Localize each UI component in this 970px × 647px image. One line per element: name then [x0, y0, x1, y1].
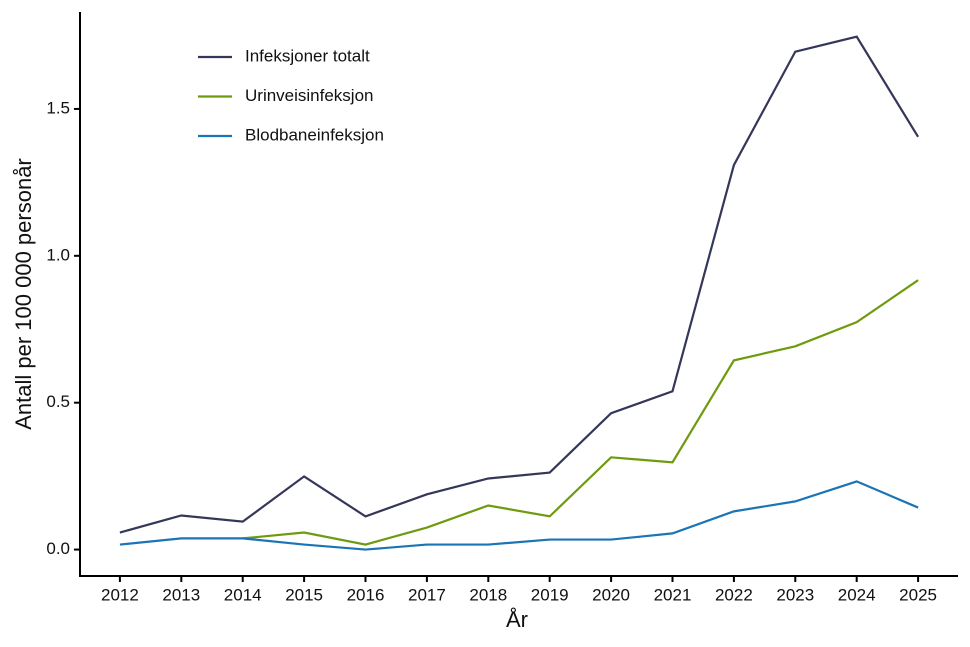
x-tick-label: 2016	[347, 585, 385, 604]
y-tick-label: 1.5	[46, 98, 70, 117]
x-tick-label: 2015	[285, 585, 323, 604]
data-line	[242, 279, 919, 546]
x-tick-label: 2019	[531, 585, 569, 604]
x-tick-label: 2018	[469, 585, 507, 604]
x-tick-label: 2012	[101, 585, 139, 604]
legend-label: Blodbaneinfeksjon	[245, 125, 384, 144]
y-tick-label: 1.0	[46, 245, 70, 264]
x-tick-label: 2024	[838, 585, 876, 604]
x-tick-label: 2021	[654, 585, 692, 604]
x-tick-label: 2017	[408, 585, 446, 604]
x-tick-label: 2023	[776, 585, 814, 604]
legend-label: Urinveisinfeksjon	[245, 86, 374, 105]
x-tick-label: 2014	[224, 585, 262, 604]
y-tick-label: 0.5	[46, 392, 70, 411]
data-line	[119, 480, 919, 551]
x-tick-label: 2020	[592, 585, 630, 604]
data-line	[119, 35, 920, 534]
x-tick-label: 2013	[162, 585, 200, 604]
y-axis-title: Antall per 100 000 personår	[11, 158, 36, 430]
x-axis-title: År	[506, 607, 528, 632]
x-tick-label: 2022	[715, 585, 753, 604]
legend-label: Infeksjoner totalt	[245, 46, 370, 65]
x-tick-label: 2025	[899, 585, 937, 604]
y-tick-label: 0.0	[46, 539, 70, 558]
